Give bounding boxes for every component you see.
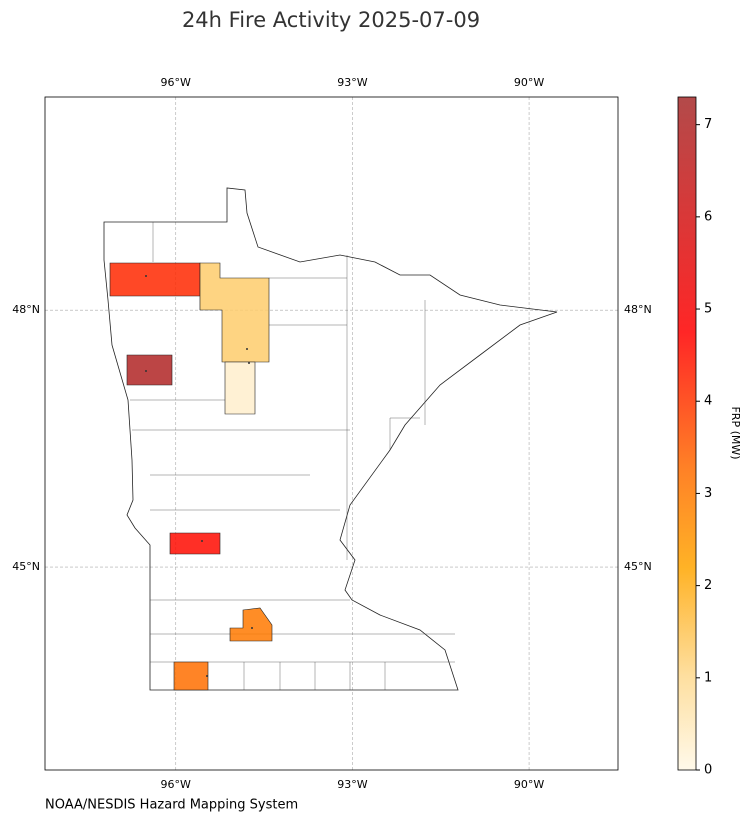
colorbar: FRP (MW) 0 1 2 3 4 5 6 7	[677, 96, 742, 778]
colorbar-tick-label: 2	[704, 578, 712, 593]
fire-point	[246, 348, 248, 350]
fire-county	[199, 262, 270, 363]
x-tick-label: 90°W	[514, 76, 544, 89]
colorbar-tick-label: 6	[704, 209, 712, 224]
x-tick-label: 93°W	[337, 778, 367, 791]
x-tick-label: 96°W	[161, 778, 191, 791]
fire-county	[109, 262, 201, 297]
x-tick-label: 93°W	[337, 76, 367, 89]
fire-point	[145, 275, 147, 277]
y-tick-label: 45°N	[12, 560, 40, 573]
fire-point	[251, 627, 253, 629]
fire-point	[248, 362, 250, 364]
fire-points	[145, 275, 253, 677]
fire-counties	[109, 262, 273, 691]
fire-county	[169, 532, 221, 555]
x-tick-label: 90°W	[514, 778, 544, 791]
x-tick-label: 96°W	[161, 76, 191, 89]
colorbar-tick-label: 1	[704, 670, 712, 685]
fire-county	[126, 354, 173, 386]
fire-county	[229, 607, 273, 642]
grid	[45, 97, 618, 770]
fire-point	[206, 675, 208, 677]
y-tick-label: 48°N	[12, 303, 40, 316]
map-frame	[44, 96, 619, 771]
colorbar-tick-label: 3	[704, 486, 712, 501]
county-lines	[130, 222, 455, 690]
title: 24h Fire Activity 2025-07-09	[182, 8, 480, 32]
fire-point	[145, 370, 147, 372]
colorbar-label: FRP (MW)	[729, 406, 742, 459]
fire-point	[201, 540, 203, 542]
state-outline	[103, 187, 558, 691]
y-tick-label: 48°N	[624, 303, 652, 316]
colorbar-tick-label: 7	[704, 117, 712, 132]
colorbar-tick-label: 5	[704, 302, 712, 317]
y-tick-label: 45°N	[624, 560, 652, 573]
colorbar-tick-label: 0	[704, 763, 712, 778]
credit: NOAA/NESDIS Hazard Mapping System	[45, 798, 298, 813]
colorbar-tick-label: 4	[704, 394, 712, 409]
colorbar-scale	[677, 96, 697, 771]
fire-county	[224, 361, 256, 415]
fire-county	[173, 661, 209, 691]
